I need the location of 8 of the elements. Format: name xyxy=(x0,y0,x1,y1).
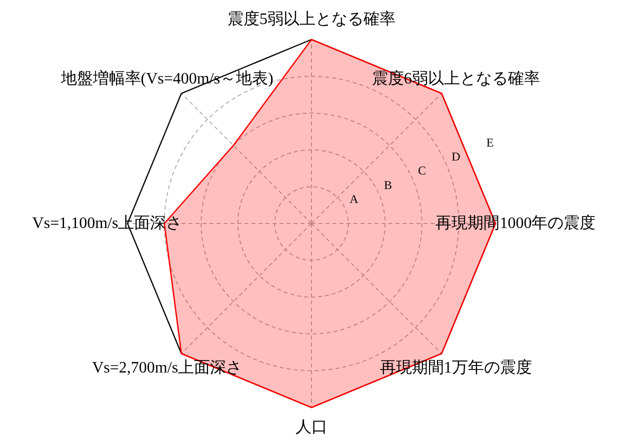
spoke-label: 地盤増幅率(Vs=400m/s～地表) xyxy=(60,70,274,88)
y-tick-label: A xyxy=(350,192,359,206)
y-tick-label: B xyxy=(384,178,392,192)
y-tick-label: C xyxy=(418,164,426,178)
spoke-label: 人口 xyxy=(296,419,328,436)
spoke-label: 震度5弱以上となる確率 xyxy=(228,10,396,28)
y-tick-label: E xyxy=(486,136,494,150)
y-tick-label: D xyxy=(452,150,461,164)
